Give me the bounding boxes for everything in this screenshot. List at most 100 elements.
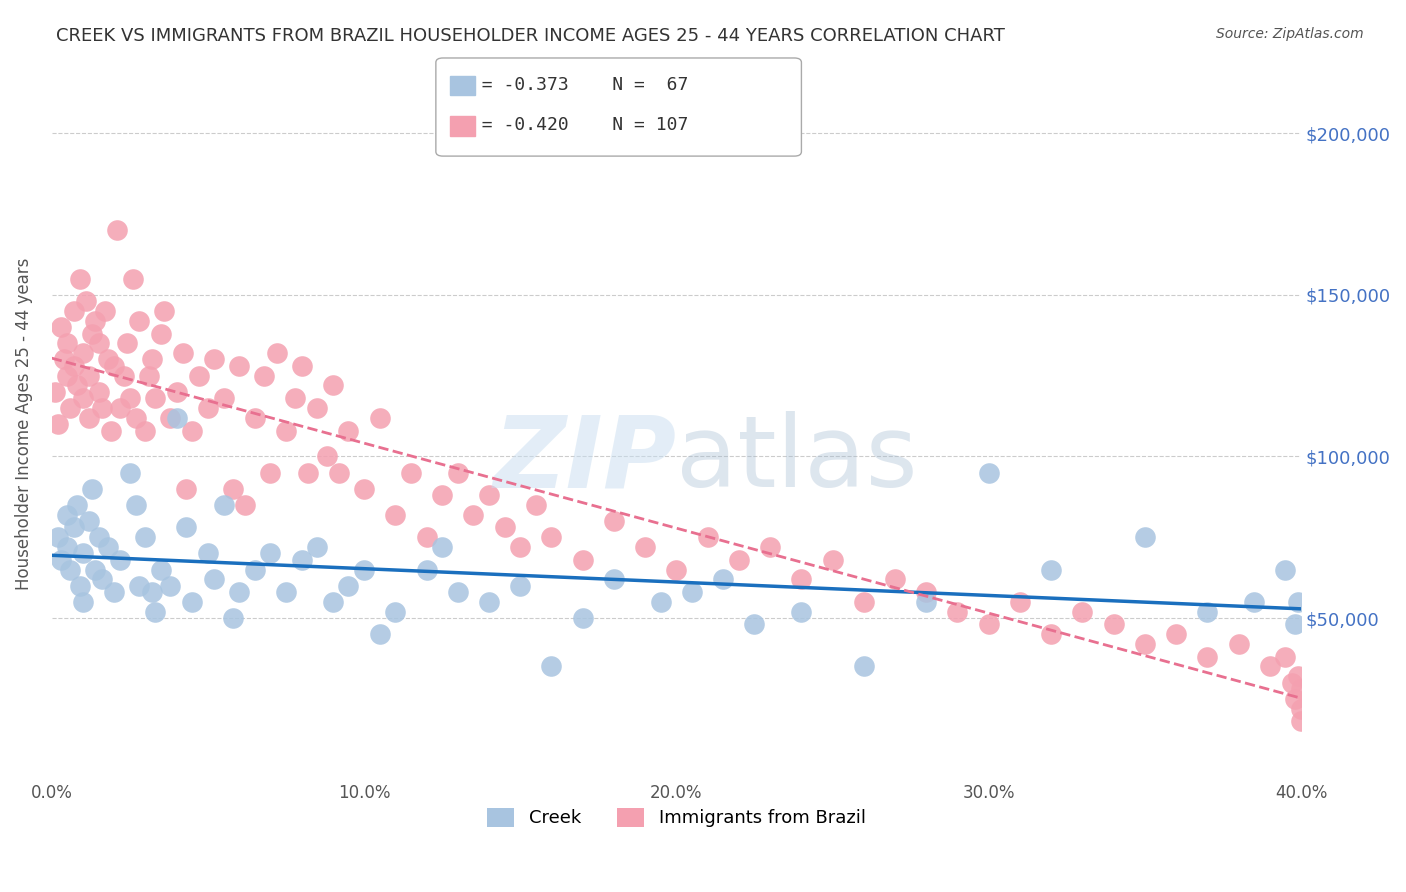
Point bbox=[852, 595, 875, 609]
Point bbox=[1133, 637, 1156, 651]
Point bbox=[337, 424, 360, 438]
Point bbox=[181, 595, 204, 609]
Point bbox=[134, 424, 156, 438]
Point bbox=[266, 346, 288, 360]
Point bbox=[322, 595, 344, 609]
Point bbox=[87, 336, 110, 351]
Point bbox=[197, 546, 219, 560]
Point bbox=[72, 346, 94, 360]
Point bbox=[110, 553, 132, 567]
Point bbox=[1197, 605, 1219, 619]
Point bbox=[159, 579, 181, 593]
Point bbox=[915, 585, 938, 599]
Point bbox=[153, 304, 176, 318]
Point bbox=[384, 508, 406, 522]
Point bbox=[166, 384, 188, 399]
Point bbox=[368, 627, 391, 641]
Point bbox=[307, 540, 329, 554]
Point bbox=[384, 605, 406, 619]
Point bbox=[228, 585, 250, 599]
Point bbox=[665, 562, 688, 576]
Point bbox=[105, 223, 128, 237]
Point bbox=[1284, 617, 1306, 632]
Point bbox=[368, 410, 391, 425]
Point bbox=[463, 508, 485, 522]
Point bbox=[852, 659, 875, 673]
Point bbox=[75, 294, 97, 309]
Point bbox=[1040, 627, 1063, 641]
Y-axis label: Householder Income Ages 25 - 44 years: Householder Income Ages 25 - 44 years bbox=[15, 258, 32, 591]
Point bbox=[977, 466, 1000, 480]
Point bbox=[977, 617, 1000, 632]
Point bbox=[603, 514, 626, 528]
Point bbox=[243, 562, 266, 576]
Point bbox=[1286, 595, 1309, 609]
Point bbox=[447, 466, 470, 480]
Point bbox=[125, 410, 148, 425]
Point bbox=[328, 466, 350, 480]
Point bbox=[430, 540, 453, 554]
Point bbox=[1258, 659, 1281, 673]
Point bbox=[696, 530, 718, 544]
Point bbox=[1040, 562, 1063, 576]
Point bbox=[174, 482, 197, 496]
Point bbox=[222, 611, 245, 625]
Point bbox=[128, 579, 150, 593]
Point bbox=[744, 617, 766, 632]
Point bbox=[84, 562, 107, 576]
Point bbox=[322, 378, 344, 392]
Point bbox=[166, 410, 188, 425]
Point bbox=[66, 378, 89, 392]
Point bbox=[634, 540, 657, 554]
Point bbox=[307, 401, 329, 415]
Point bbox=[681, 585, 703, 599]
Point bbox=[494, 520, 516, 534]
Point bbox=[46, 530, 69, 544]
Point bbox=[884, 572, 907, 586]
Point bbox=[187, 368, 209, 383]
Point bbox=[297, 466, 319, 480]
Point bbox=[727, 553, 749, 567]
Text: R = -0.420    N = 107: R = -0.420 N = 107 bbox=[460, 116, 688, 134]
Point bbox=[112, 368, 135, 383]
Point bbox=[1197, 649, 1219, 664]
Point bbox=[72, 391, 94, 405]
Text: Source: ZipAtlas.com: Source: ZipAtlas.com bbox=[1216, 27, 1364, 41]
Point bbox=[353, 562, 375, 576]
Point bbox=[415, 530, 437, 544]
Point bbox=[97, 352, 120, 367]
Point bbox=[56, 336, 79, 351]
Point bbox=[337, 579, 360, 593]
Point bbox=[53, 352, 76, 367]
Point bbox=[77, 410, 100, 425]
Point bbox=[59, 401, 82, 415]
Point bbox=[915, 595, 938, 609]
Point bbox=[69, 579, 91, 593]
Point bbox=[1164, 627, 1187, 641]
Point bbox=[1284, 691, 1306, 706]
Point bbox=[790, 605, 813, 619]
Point bbox=[49, 553, 72, 567]
Point bbox=[72, 546, 94, 560]
Text: R = -0.373    N =  67: R = -0.373 N = 67 bbox=[460, 76, 688, 94]
Point bbox=[284, 391, 307, 405]
Point bbox=[1286, 669, 1309, 683]
Point bbox=[82, 326, 104, 341]
Point bbox=[259, 546, 281, 560]
Point bbox=[1071, 605, 1094, 619]
Point bbox=[212, 498, 235, 512]
Point bbox=[202, 352, 225, 367]
Point bbox=[69, 271, 91, 285]
Point bbox=[46, 417, 69, 431]
Point bbox=[524, 498, 547, 512]
Point bbox=[103, 359, 125, 373]
Point bbox=[1243, 595, 1265, 609]
Text: atlas: atlas bbox=[676, 411, 918, 508]
Point bbox=[315, 450, 337, 464]
Point bbox=[1289, 714, 1312, 729]
Point bbox=[259, 466, 281, 480]
Point bbox=[540, 530, 562, 544]
Point bbox=[82, 482, 104, 496]
Point bbox=[159, 410, 181, 425]
Point bbox=[212, 391, 235, 405]
